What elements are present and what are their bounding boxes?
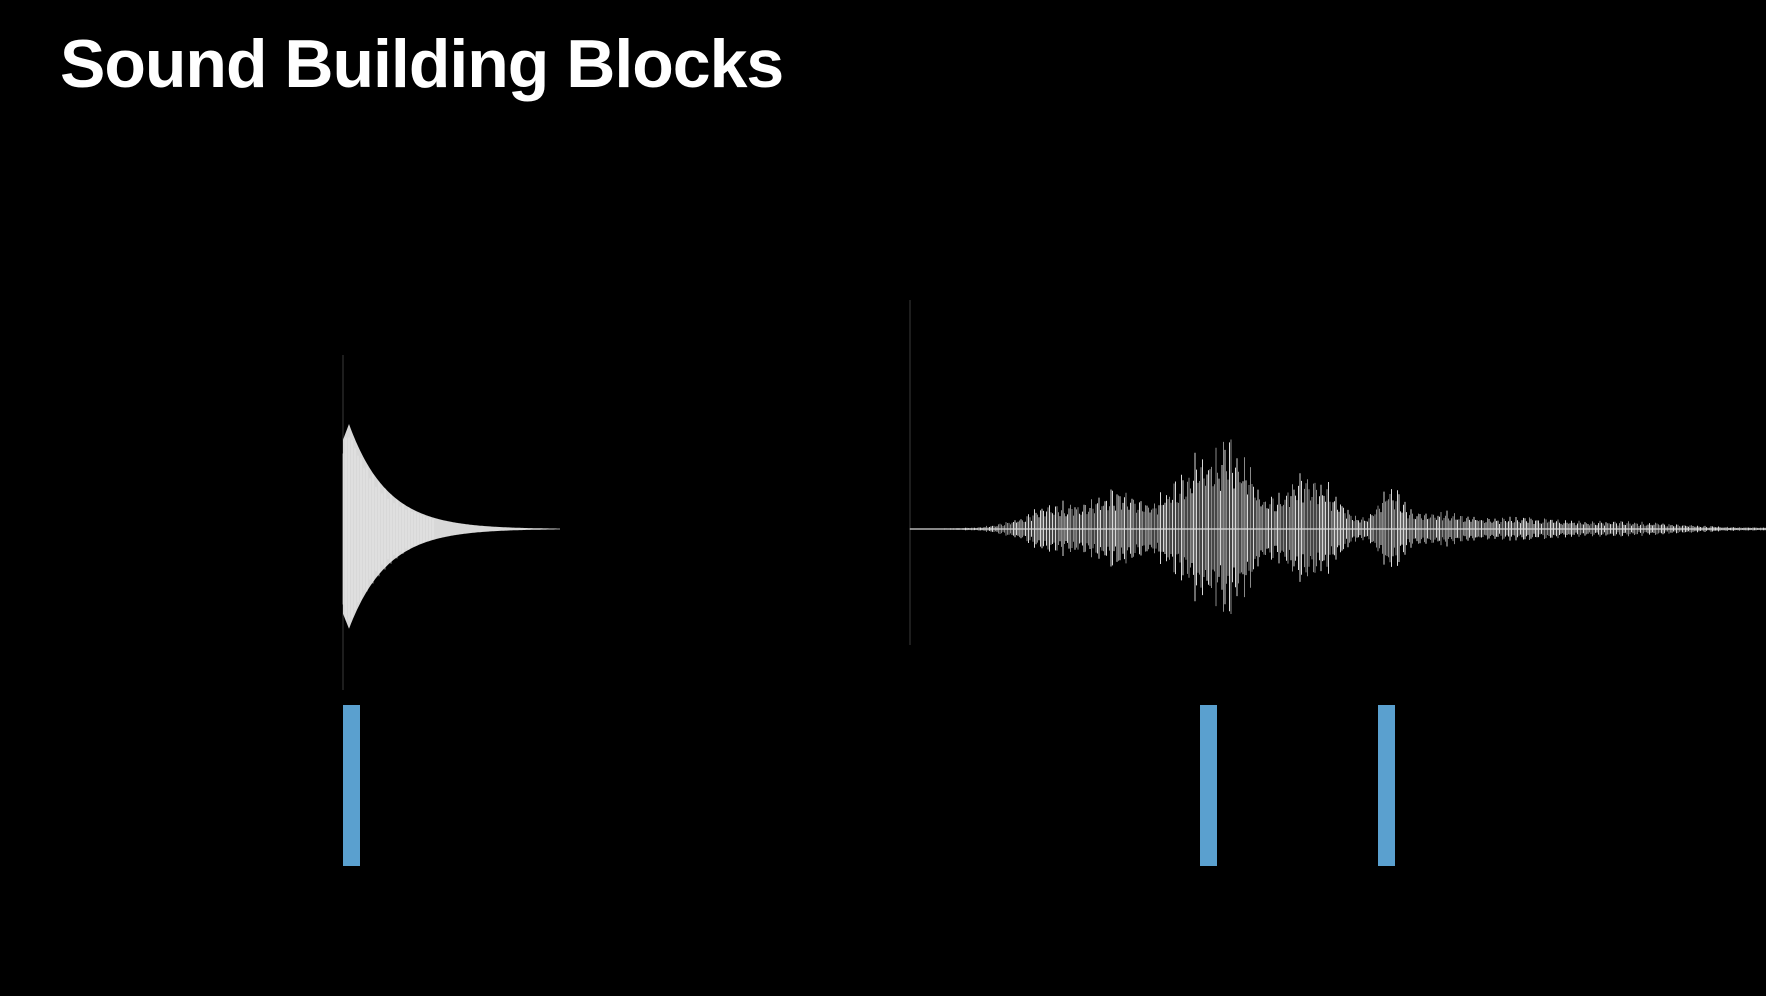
event-marker-2 xyxy=(1200,705,1217,866)
continuous-waveform xyxy=(909,300,1766,645)
slide-title: Sound Building Blocks xyxy=(60,26,784,102)
transient-oscillation xyxy=(342,437,434,621)
transient-envelope xyxy=(343,424,560,629)
transient-waveform xyxy=(342,355,560,690)
event-marker-1 xyxy=(343,705,360,866)
continuous-oscillation xyxy=(909,439,1766,614)
event-marker-3 xyxy=(1378,705,1395,866)
